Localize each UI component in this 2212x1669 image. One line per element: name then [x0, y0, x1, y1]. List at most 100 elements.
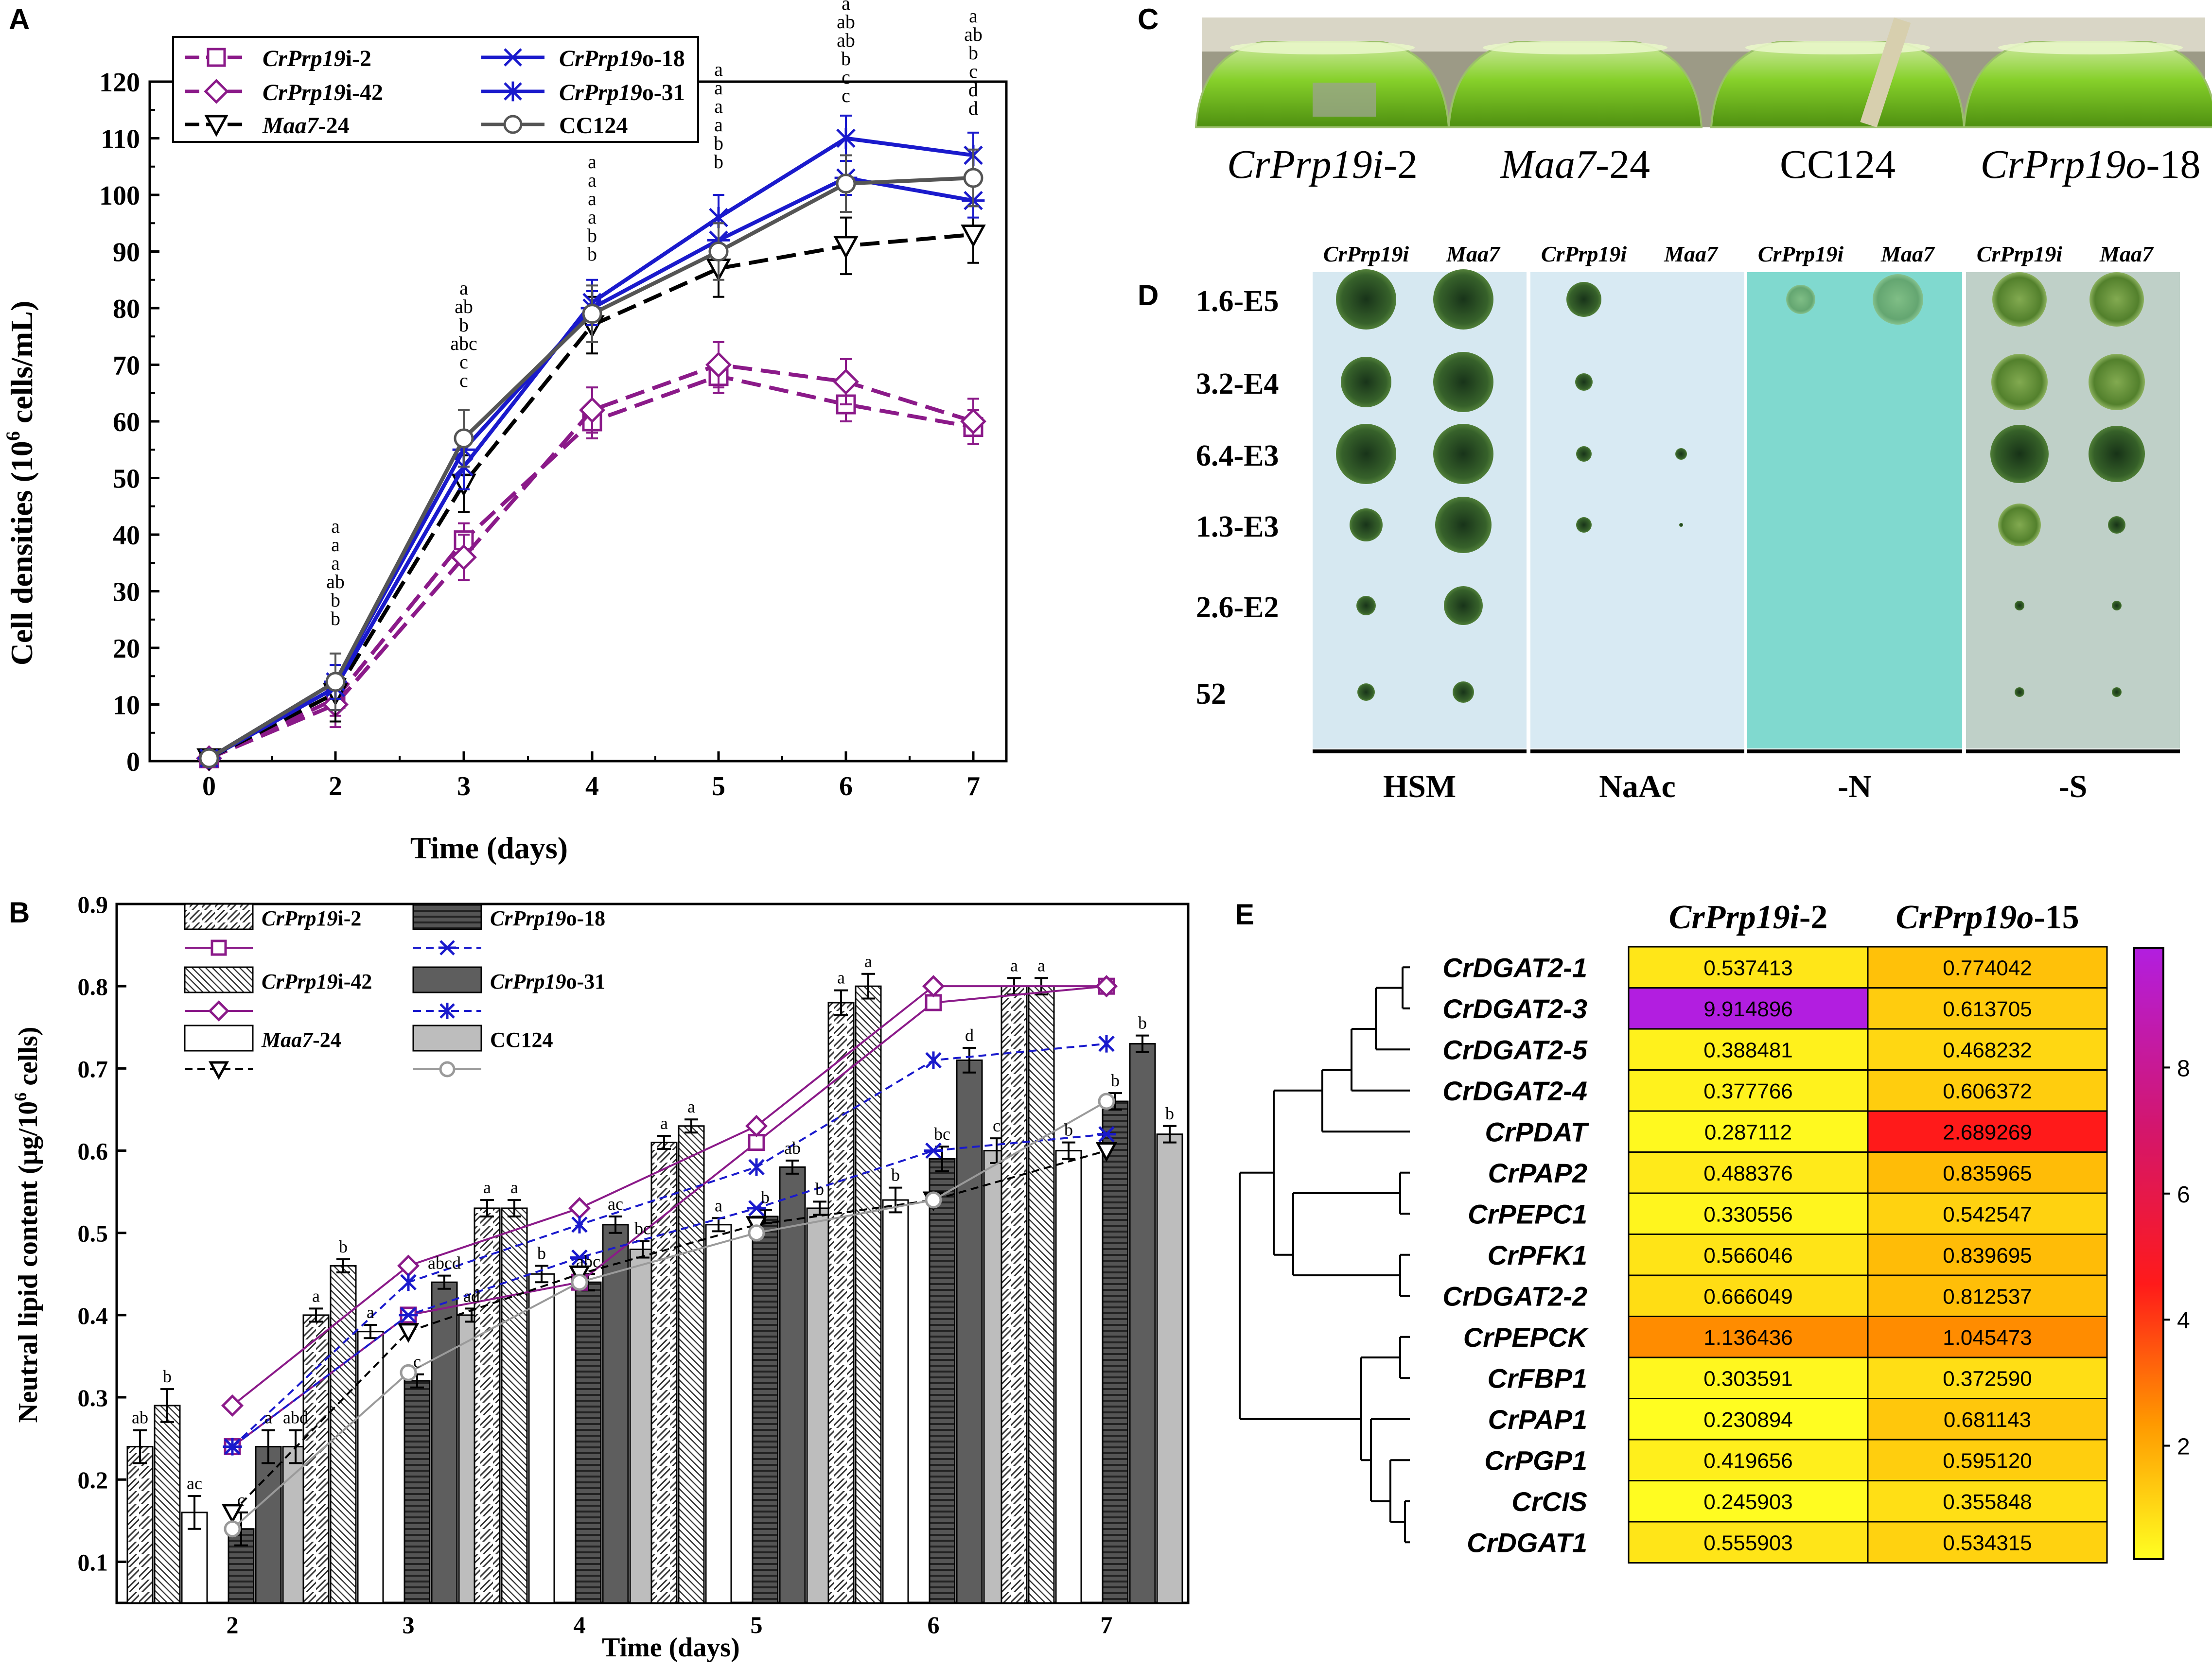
heatmap-cell: [1867, 1398, 2108, 1441]
colony-spot: [1453, 681, 1474, 703]
x-tick-label: 5: [751, 1611, 763, 1638]
heatmap-cell-value: 0.287112: [1704, 1120, 1792, 1144]
bar-annotation: a: [660, 1113, 668, 1133]
significance-letter: ab: [326, 571, 345, 592]
heatmap-cell: [1628, 1439, 1869, 1481]
flask-label-sticker: [1313, 83, 1376, 117]
data-point-CC124: [454, 428, 474, 449]
bar-CrPrp19i-42-day2: [154, 1405, 181, 1604]
bar-CrPrp19o-31-day7: [1129, 1043, 1156, 1604]
heatmap-row-label: CrDGAT2-4: [1442, 1076, 1587, 1106]
flask-stopper: [1860, 17, 1911, 128]
x-tick-label: 0: [202, 771, 216, 801]
strain-label: CC124: [1780, 142, 1896, 187]
strain-label-tail: CC124: [1780, 142, 1896, 187]
line-point-CC124: [224, 1520, 241, 1538]
y-tick-label: 40: [113, 521, 140, 551]
bar-annotation: c: [993, 1116, 1001, 1135]
panel-e-heatmap: E CrPrp19i-2 CrPrp19o-15 0.537413 0.774042…: [1235, 898, 2190, 1564]
colony-spot: [1991, 354, 2048, 410]
significance-letter: abc: [450, 332, 477, 354]
bar-annotation: a: [864, 952, 872, 971]
heatmap-row-label: CrDGAT1: [1467, 1527, 1587, 1558]
colony-spot: [1341, 357, 1391, 407]
bar-CrPrp19o-18-day3: [404, 1380, 431, 1604]
bar-error: [188, 1495, 201, 1530]
legend-entry: CrPrp19i-2: [262, 906, 361, 930]
legend-label-tail: -24: [318, 113, 350, 139]
column-header-tail: -2: [1799, 899, 1827, 936]
significance-letter: a: [969, 5, 978, 27]
legend-swatch-marker: [504, 81, 522, 102]
legend-swatch-marker: [208, 1061, 229, 1080]
plate-header-maa7: Maa7: [1446, 242, 1501, 266]
bar-annotation: ac: [608, 1194, 623, 1214]
heatmap-cell-value: 0.468232: [1943, 1038, 2032, 1062]
heatmap-row-label: CrPAP1: [1488, 1404, 1587, 1435]
heatmap-row-label: CrFBP1: [1488, 1363, 1587, 1393]
y-tick-label: 110: [101, 124, 140, 155]
legend-entry: CrPrp19o-18: [490, 906, 605, 930]
color-scale-bar: [2133, 947, 2164, 1560]
column-header-italic: CrPrp19i: [1669, 899, 1800, 936]
data-point-CrPrp19i-42: [960, 408, 986, 435]
heatmap-column-header: CrPrp19o-15: [1896, 899, 2079, 936]
plate--S: [1966, 272, 2180, 748]
plate-column-headers: CrPrp19i Maa7 CrPrp19i Maa7 CrPrp19i Maa7 CrPr…: [1323, 242, 2154, 266]
legend-label-italic: CrPrp19: [490, 970, 566, 993]
culture-flask: [1447, 41, 1703, 128]
colony-spot: [1576, 517, 1592, 533]
bar-CrPrp19o-18-day2: [228, 1528, 255, 1604]
panel-d-spot-assay: D 1.6-E5 3.2-E4 6.4-E3 1.3-E3 2.6-E2 52 CrPrp…: [1138, 242, 2180, 804]
bar-CrPrp19o-31-day2: [255, 1446, 282, 1604]
legend-entry: Maa7-24: [262, 113, 350, 139]
y-tick-label: 50: [113, 464, 140, 494]
y-tick-label: 120: [99, 68, 140, 98]
bar-annotation: b: [163, 1367, 172, 1386]
bar-annotation: a: [367, 1303, 374, 1322]
bar-CrPrp19o-31-day3: [431, 1281, 458, 1604]
bar-annotation: a: [1037, 956, 1045, 975]
colony-spot: [1998, 504, 2041, 546]
significance-letter: b: [331, 589, 340, 611]
bar-CrPrp19i-2-day3: [302, 1314, 330, 1604]
colony-spot: [1990, 425, 2049, 483]
plate-NaAc: [1530, 272, 1744, 748]
line-point-CrPrp19o-31: [1098, 1035, 1115, 1053]
dilution-label: 3.2-E4: [1196, 367, 1279, 400]
y-tick-label: 0.5: [78, 1220, 108, 1247]
colony-spot: [1336, 424, 1396, 484]
dilution-label: 2.6-E2: [1196, 591, 1279, 624]
heatmap-cell: [1867, 1110, 2108, 1153]
significance-letter: ab: [964, 23, 983, 45]
heatmap-cell-value: 0.835965: [1943, 1162, 2032, 1185]
column-header-tail: -15: [2034, 899, 2079, 936]
bar-annotation: ab: [132, 1408, 148, 1427]
heatmap-cell-value: 0.542547: [1943, 1202, 2032, 1226]
bar-CrPrp19i-2-day4: [474, 1207, 501, 1604]
dilution-labels: 1.6-E5 3.2-E4 6.4-E3 1.3-E3 2.6-E2 52: [1196, 285, 1279, 711]
dilution-label: 6.4-E3: [1196, 439, 1279, 472]
y-tick-label: 90: [113, 238, 140, 268]
panel-b-bar-chart: B 0.10.20.30.40.50.60.70.80.92 3 4 5 6 7 abba…: [9, 891, 1190, 1663]
bar-Maa7-24-day5: [705, 1224, 732, 1604]
panel-b-y-axis-label: Neutral lipid content (μg/106 cells): [11, 1027, 43, 1423]
heatmap-cell: [1628, 1316, 1869, 1358]
heatmap-row-labels: CrDGAT2-1 CrDGAT2-3 CrDGAT2-5 CrDGAT2-4 CrPD…: [1442, 952, 1589, 1558]
heatmap-cell-value: 0.812537: [1943, 1285, 2032, 1308]
legend-label-tail: o-31: [566, 970, 605, 993]
bar-annotation: b: [537, 1243, 546, 1263]
heatmap-cell-value: 0.537413: [1703, 956, 1793, 980]
significance-letter: b: [841, 48, 851, 70]
line-point-Maa7-24: [221, 1504, 244, 1524]
data-point-Maa7-24: [961, 225, 986, 248]
flask-meniscus: [1998, 41, 2183, 54]
bar-error: [133, 1429, 147, 1464]
colony-spot: [1444, 586, 1483, 625]
significance-letter: a: [714, 77, 723, 99]
plate--N: [1747, 272, 1962, 748]
bar-error: [1108, 1092, 1122, 1111]
bar-annotation: a: [264, 1408, 272, 1427]
panel-b-y-axis-label-tail: cells): [13, 1027, 43, 1093]
line-point-CrPrp19o-18: [747, 1200, 766, 1217]
